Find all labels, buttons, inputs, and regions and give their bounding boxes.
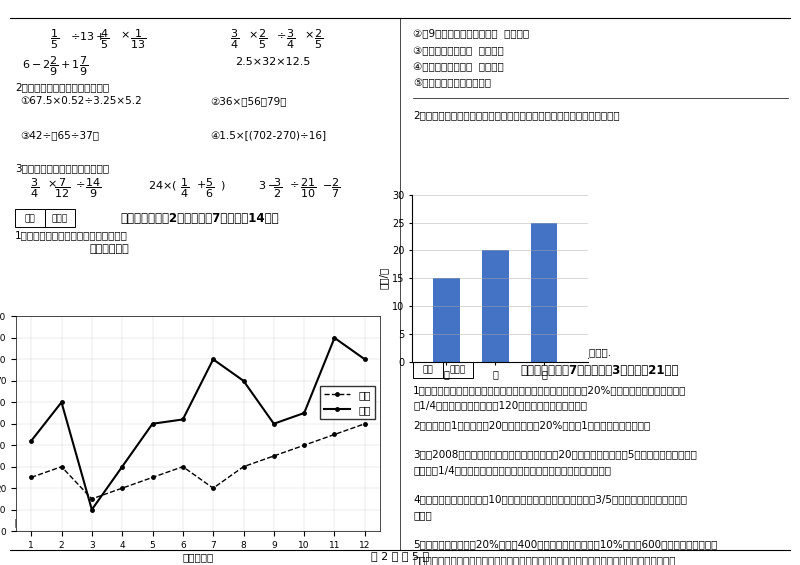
支出 xyxy=(208,485,218,492)
Text: $24×($: $24×($ xyxy=(148,179,177,192)
Text: ④、平均每月支出（  ）万元。: ④、平均每月支出（ ）万元。 xyxy=(413,62,504,72)
Bar xyxy=(530,223,558,362)
Text: $×$: $×$ xyxy=(248,30,258,40)
Text: $\dfrac{1}{5}$: $\dfrac{1}{5}$ xyxy=(50,28,59,51)
支出 xyxy=(178,463,188,470)
Text: 2．六年级（1）班有男生20人，比女生少20%，六（1）班共有学生多少人？: 2．六年级（1）班有男生20人，比女生少20%，六（1）班共有学生多少人？ xyxy=(413,420,650,430)
Text: 评卷人: 评卷人 xyxy=(52,214,68,223)
Text: $÷13+$: $÷13+$ xyxy=(70,30,106,42)
收入 xyxy=(57,399,66,406)
Bar xyxy=(482,250,509,362)
Text: ⑴、（  ）月份收入和支出相差最小。: ⑴、（ ）月份收入和支出相差最小。 xyxy=(15,517,122,527)
Text: $÷$: $÷$ xyxy=(75,179,85,189)
Text: 项工程的1/4后，乙队又加入施工，两队合作了多少天完成这项工程？: 项工程的1/4后，乙队又加入施工，两队合作了多少天完成这项工程？ xyxy=(413,465,611,475)
Text: $÷$: $÷$ xyxy=(289,179,299,189)
Text: ④1.5×[(702-270)÷16]: ④1.5×[(702-270)÷16] xyxy=(210,130,326,140)
Text: $\dfrac{3}{4}$: $\dfrac{3}{4}$ xyxy=(230,28,239,51)
Text: 六、应用题（共7小题，每题3分，共计21分）: 六、应用题（共7小题，每题3分，共计21分） xyxy=(521,363,679,376)
Text: 第 2 页 共 5 页: 第 2 页 共 5 页 xyxy=(371,551,429,561)
收入 xyxy=(26,437,36,444)
收入 xyxy=(87,506,97,513)
Legend: 支出, 收入: 支出, 收入 xyxy=(319,385,374,419)
支出 xyxy=(148,474,158,481)
Text: $\dfrac{1}{4}$: $\dfrac{1}{4}$ xyxy=(181,177,190,201)
Text: ⑤、你还获得了哪些信息？: ⑤、你还获得了哪些信息？ xyxy=(413,78,491,88)
Text: $\dfrac{7}{12}$: $\dfrac{7}{12}$ xyxy=(54,177,70,201)
Text: 取相同重量的盐水，把从甲容器中取出的盐水倒入乙容器，把乙容器中取出的盐水倒入甲容器，: 取相同重量的盐水，把从甲容器中取出的盐水倒入乙容器，把乙容器中取出的盐水倒入甲容… xyxy=(413,555,675,565)
Bar xyxy=(433,279,460,362)
Text: （2）先由甲做3天，剩下的工程由丙接着做，还要______天完成.: （2）先由甲做3天，剩下的工程由丙接着做，还要______天完成. xyxy=(413,347,611,358)
Text: 2．脱式计算，能简算的要简算。: 2．脱式计算，能简算的要简算。 xyxy=(15,82,109,92)
Text: $\dfrac{4}{5}$: $\dfrac{4}{5}$ xyxy=(101,28,110,51)
Text: $\dfrac{3}{4}$: $\dfrac{3}{4}$ xyxy=(286,28,295,51)
Text: ②36×（56＋79）: ②36×（56＋79） xyxy=(210,96,286,106)
Text: $×$: $×$ xyxy=(47,179,57,189)
Text: $\dfrac{21}{10}$: $\dfrac{21}{10}$ xyxy=(300,177,316,201)
支出 xyxy=(238,463,248,470)
Text: $+$: $+$ xyxy=(196,179,206,190)
Text: 得分: 得分 xyxy=(422,365,434,374)
Text: 得分: 得分 xyxy=(25,214,35,223)
Text: 五、综合题（共2小题，每题7分，共计14分）: 五、综合题（共2小题，每题7分，共计14分） xyxy=(121,212,279,225)
Text: 1．请根据下面的统计图回答下列问题。: 1．请根据下面的统计图回答下列问题。 xyxy=(15,230,128,240)
收入 xyxy=(330,334,339,341)
支出 xyxy=(299,442,309,449)
Text: $)$: $)$ xyxy=(220,179,226,192)
Text: ③42÷（65÷37）: ③42÷（65÷37） xyxy=(20,130,99,140)
收入 xyxy=(148,420,158,427)
Text: $×$: $×$ xyxy=(120,30,130,40)
收入 xyxy=(299,410,309,416)
支出 xyxy=(118,485,127,492)
Text: $÷$: $÷$ xyxy=(276,30,286,40)
Bar xyxy=(45,209,75,227)
Text: 4．一张课桌比一把椅子贵10元，如果椅子的单价是课桌单价的3/5，课桌和椅子的单价各是多: 4．一张课桌比一把椅子贵10元，如果椅子的单价是课桌单价的3/5，课桌和椅子的单… xyxy=(413,494,687,505)
收入 xyxy=(208,356,218,363)
收入 xyxy=(238,377,248,384)
Text: $\dfrac{3}{2}$: $\dfrac{3}{2}$ xyxy=(274,177,282,201)
Text: 少元？: 少元？ xyxy=(413,510,432,520)
收入 xyxy=(178,416,188,423)
支出 xyxy=(87,496,97,502)
Text: $\dfrac{2}{7}$: $\dfrac{2}{7}$ xyxy=(331,177,341,201)
支出 xyxy=(26,474,36,481)
Text: $-$: $-$ xyxy=(322,179,332,189)
Text: 1．朝阳小学组织为灾区捐款活动，四年级的捐款数额占全校的20%，五年级的捐款数额占全校: 1．朝阳小学组织为灾区捐款活动，四年级的捐款数额占全校的20%，五年级的捐款数额… xyxy=(413,385,686,395)
Text: 全额（万元）: 全额（万元） xyxy=(90,244,130,254)
Bar xyxy=(443,360,473,378)
Text: $×$: $×$ xyxy=(304,30,314,40)
支出 xyxy=(330,431,339,438)
Bar xyxy=(413,360,443,378)
Text: 5．甲容器中有浓度为20%的盐水400克，乙容器中有浓度为10%的盐水600克，分别从甲和乙中: 5．甲容器中有浓度为20%的盐水400克，乙容器中有浓度为10%的盐水600克，… xyxy=(413,540,718,550)
支出 xyxy=(57,463,66,470)
Text: $3-$: $3-$ xyxy=(258,179,278,191)
Text: 3．迎2008年奥运，完成一项工程，甲队单独做20天完成，乙队单独做5天完成，甲队先干了这: 3．迎2008年奥运，完成一项工程，甲队单独做20天完成，乙队单独做5天完成，甲… xyxy=(413,450,697,459)
Bar xyxy=(15,209,45,227)
收入 xyxy=(118,463,127,470)
支出 xyxy=(269,453,278,459)
Text: $\dfrac{3}{4}$: $\dfrac{3}{4}$ xyxy=(30,177,39,201)
Text: ③、全年实际收入（  ）万元。: ③、全年实际收入（ ）万元。 xyxy=(413,46,504,56)
收入 xyxy=(269,420,278,427)
Text: $\dfrac{1}{13}$: $\dfrac{1}{13}$ xyxy=(130,28,146,51)
Text: 评卷人: 评卷人 xyxy=(450,365,466,374)
Line: 收入: 收入 xyxy=(30,336,366,511)
Text: $\dfrac{2}{5}$: $\dfrac{2}{5}$ xyxy=(258,28,267,51)
Text: 3．下面各题怎样简便就怎样算。: 3．下面各题怎样简便就怎样算。 xyxy=(15,163,109,173)
Text: 2.5×32×12.5: 2.5×32×12.5 xyxy=(235,57,310,67)
Line: 支出: 支出 xyxy=(30,422,366,501)
Text: $\dfrac{2}{5}$: $\dfrac{2}{5}$ xyxy=(314,28,323,51)
Text: ①67.5×0.52÷3.25×5.2: ①67.5×0.52÷3.25×5.2 xyxy=(20,96,142,106)
Text: $\dfrac{5}{6}$: $\dfrac{5}{6}$ xyxy=(206,177,214,201)
Text: $\dfrac{14}{9}$: $\dfrac{14}{9}$ xyxy=(85,177,101,201)
支出 xyxy=(360,420,370,427)
Text: 2．如图是甲、乙、丙三人单独完成某项工程所需天数统计图，看图填空：: 2．如图是甲、乙、丙三人单独完成某项工程所需天数统计图，看图填空： xyxy=(413,110,620,120)
Text: $6-2\dfrac{2}{9}+1\dfrac{7}{9}$: $6-2\dfrac{2}{9}+1\dfrac{7}{9}$ xyxy=(22,55,88,79)
Text: （1）甲、乙合作______天可以完成这项工程的75%.: （1）甲、乙合作______天可以完成这项工程的75%. xyxy=(413,330,584,341)
Text: 的1/4，五年级比四年级多捐120元。全校共捐款多少元？: 的1/4，五年级比四年级多捐120元。全校共捐款多少元？ xyxy=(413,401,587,411)
Y-axis label: 天数/天: 天数/天 xyxy=(379,267,389,289)
Text: ②、9月份收入和支出相差（  ）万元。: ②、9月份收入和支出相差（ ）万元。 xyxy=(413,28,529,38)
X-axis label: 月份（月）: 月份（月） xyxy=(182,553,214,563)
收入 xyxy=(360,356,370,363)
